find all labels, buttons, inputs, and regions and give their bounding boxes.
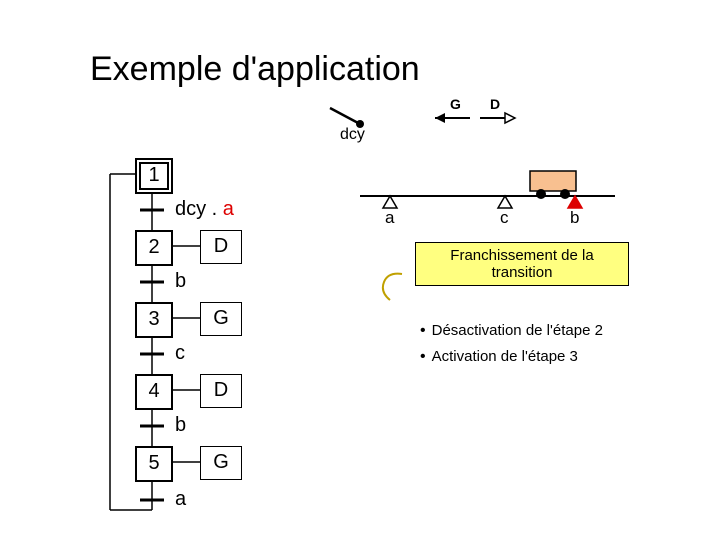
transition-4-label: b [175,414,186,437]
bullet-deactivate: Désactivation de l'étape 2 [420,322,603,340]
step-3: 3 [135,302,173,338]
sensor-a-label: a [385,208,394,228]
sensor-c-label: c [500,208,509,228]
step-1: 1 [135,158,173,194]
action-5: G [200,446,242,480]
step-5: 5 [135,446,173,482]
dcy-label: dcy [340,126,365,144]
sensor-b-label: b [570,208,579,228]
callout-line1: Franchissement de la [422,247,622,264]
step-2: 2 [135,230,173,266]
callout-line2: transition [422,264,622,281]
bullet-activate: Activation de l'étape 3 [420,348,578,366]
action-4: D [200,374,242,408]
step-4: 4 [135,374,173,410]
transition-5-label: a [175,488,186,511]
transition-1-label: dcy . a [175,198,234,221]
g-label: G [450,96,461,112]
transition-3-label: c [175,342,185,365]
transition-2-label: b [175,270,186,293]
page-title: Exemple d'application [90,50,420,89]
t1-suffix: a [223,198,234,220]
d-label: D [490,96,500,112]
callout-transition: Franchissement de la transition [415,242,629,286]
t1-text: dcy . [175,198,223,220]
action-2: D [200,230,242,264]
action-3: G [200,302,242,336]
